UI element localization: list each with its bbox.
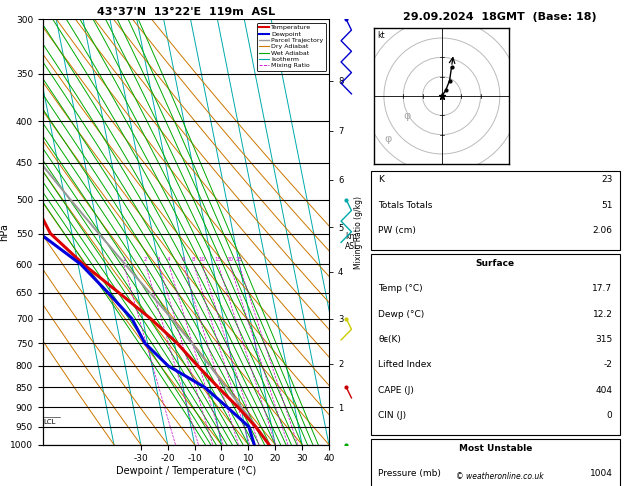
Text: 12.2: 12.2 bbox=[593, 310, 613, 319]
Text: φ: φ bbox=[384, 134, 391, 144]
Text: -2: -2 bbox=[604, 360, 613, 369]
Text: 25: 25 bbox=[235, 257, 242, 262]
Text: Surface: Surface bbox=[476, 259, 515, 268]
Text: 2.06: 2.06 bbox=[593, 226, 613, 235]
Text: 8: 8 bbox=[192, 257, 196, 262]
Text: 20: 20 bbox=[226, 257, 233, 262]
Text: LCL: LCL bbox=[43, 419, 56, 425]
Text: CIN (J): CIN (J) bbox=[378, 411, 406, 420]
Text: K: K bbox=[378, 175, 384, 184]
Text: 15: 15 bbox=[214, 257, 221, 262]
Text: Most Unstable: Most Unstable bbox=[459, 444, 532, 453]
FancyBboxPatch shape bbox=[370, 171, 620, 250]
Text: Temp (°C): Temp (°C) bbox=[378, 284, 423, 294]
Text: 4: 4 bbox=[167, 257, 170, 262]
Text: 17.7: 17.7 bbox=[593, 284, 613, 294]
Y-axis label: hPa: hPa bbox=[0, 223, 9, 241]
Text: 6: 6 bbox=[181, 257, 185, 262]
FancyBboxPatch shape bbox=[370, 439, 620, 486]
Text: 2: 2 bbox=[143, 257, 147, 262]
Text: Lifted Index: Lifted Index bbox=[378, 360, 431, 369]
Text: 404: 404 bbox=[596, 385, 613, 395]
Text: 0: 0 bbox=[607, 411, 613, 420]
Text: θᴇ(K): θᴇ(K) bbox=[378, 335, 401, 344]
Title: 43°37'N  13°22'E  119m  ASL: 43°37'N 13°22'E 119m ASL bbox=[97, 7, 275, 17]
Text: 29.09.2024  18GMT  (Base: 18): 29.09.2024 18GMT (Base: 18) bbox=[403, 12, 597, 22]
Text: 10: 10 bbox=[199, 257, 206, 262]
Text: 23: 23 bbox=[601, 175, 613, 184]
Text: Mixing Ratio (g/kg): Mixing Ratio (g/kg) bbox=[354, 195, 363, 269]
Text: kt: kt bbox=[377, 31, 384, 40]
Text: 1004: 1004 bbox=[589, 469, 613, 478]
Text: 3: 3 bbox=[157, 257, 160, 262]
Text: φ: φ bbox=[403, 111, 411, 121]
Legend: Temperature, Dewpoint, Parcel Trajectory, Dry Adiabat, Wet Adiabat, Isotherm, Mi: Temperature, Dewpoint, Parcel Trajectory… bbox=[257, 22, 326, 71]
Y-axis label: km
ASL: km ASL bbox=[345, 232, 359, 251]
Text: CAPE (J): CAPE (J) bbox=[378, 385, 414, 395]
Text: 51: 51 bbox=[601, 201, 613, 209]
X-axis label: Dewpoint / Temperature (°C): Dewpoint / Temperature (°C) bbox=[116, 466, 256, 476]
Text: © weatheronline.co.uk: © weatheronline.co.uk bbox=[456, 472, 544, 481]
Text: Pressure (mb): Pressure (mb) bbox=[378, 469, 441, 478]
Text: Dewp (°C): Dewp (°C) bbox=[378, 310, 425, 319]
Text: PW (cm): PW (cm) bbox=[378, 226, 416, 235]
Text: 315: 315 bbox=[595, 335, 613, 344]
Text: Totals Totals: Totals Totals bbox=[378, 201, 433, 209]
Text: 1: 1 bbox=[122, 257, 125, 262]
FancyBboxPatch shape bbox=[370, 254, 620, 434]
